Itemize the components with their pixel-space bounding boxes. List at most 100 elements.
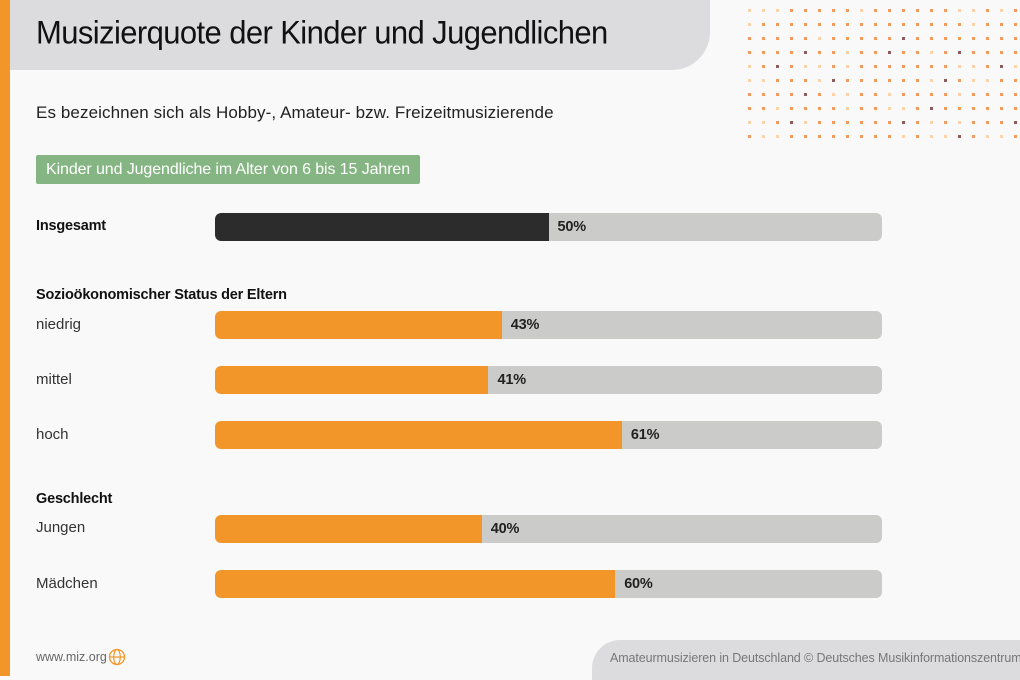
decorative-dot (888, 37, 891, 40)
bar-label-hoch: hoch (36, 426, 69, 443)
decorative-dot (972, 107, 975, 110)
decorative-dot (888, 107, 891, 110)
decorative-dot (832, 93, 835, 96)
decorative-dot (832, 51, 835, 54)
decorative-dot (776, 135, 779, 138)
decorative-dot (1014, 51, 1017, 54)
decorative-dot (972, 65, 975, 68)
decorative-dot (748, 51, 751, 54)
decorative-dot (972, 79, 975, 82)
decorative-dot (860, 121, 863, 124)
decorative-dot (846, 65, 849, 68)
decorative-dot (986, 9, 989, 12)
decorative-dot (874, 23, 877, 26)
decorative-dot (958, 93, 961, 96)
decorative-dot (944, 9, 947, 12)
decorative-dot (790, 9, 793, 12)
decorative-dot (1000, 107, 1003, 110)
decorative-dot (902, 135, 905, 138)
decorative-dot (958, 121, 961, 124)
decorative-dot (748, 9, 751, 12)
decorative-dot (902, 93, 905, 96)
decorative-dot (762, 23, 765, 26)
bar-label-mittel: mittel (36, 371, 72, 388)
decorative-dot (804, 23, 807, 26)
decorative-dot (944, 121, 947, 124)
decorative-dot (818, 51, 821, 54)
decorative-dot (776, 79, 779, 82)
decorative-dot (874, 51, 877, 54)
bar-track-insgesamt: 50% (215, 213, 882, 241)
decorative-dot (748, 65, 751, 68)
decorative-dot (748, 135, 751, 138)
decorative-dot (790, 107, 793, 110)
decorative-dot (986, 135, 989, 138)
decorative-dot (972, 93, 975, 96)
decorative-dot (958, 23, 961, 26)
section-heading-status: Sozioökonomischer Status der Eltern (36, 287, 287, 303)
decorative-dot (1014, 107, 1017, 110)
decorative-dot (818, 37, 821, 40)
decorative-dot (1000, 79, 1003, 82)
decorative-dot (846, 23, 849, 26)
decorative-dot (804, 79, 807, 82)
decorative-dot (874, 107, 877, 110)
decorative-dot (804, 9, 807, 12)
decorative-dot (874, 9, 877, 12)
bar-track-mittel: 41% (215, 366, 882, 394)
decorative-dot (860, 107, 863, 110)
decorative-dot (762, 37, 765, 40)
bar-track-jungen: 40% (215, 515, 882, 543)
decorative-dot (804, 135, 807, 138)
decorative-dot (776, 23, 779, 26)
decorative-dot (790, 93, 793, 96)
decorative-dot (888, 9, 891, 12)
decorative-dot (958, 65, 961, 68)
decorative-dot (874, 65, 877, 68)
decorative-dot (762, 121, 765, 124)
decorative-dot (916, 107, 919, 110)
title-banner (10, 0, 710, 70)
decorative-dot (958, 51, 961, 54)
decorative-dot (790, 65, 793, 68)
decorative-dot (916, 135, 919, 138)
decorative-dot (972, 135, 975, 138)
decorative-dot (818, 79, 821, 82)
bar-track-niedrig: 43% (215, 311, 882, 339)
decorative-dot (860, 93, 863, 96)
decorative-dot (930, 135, 933, 138)
bar-maedchen (215, 570, 616, 598)
decorative-dot (1014, 23, 1017, 26)
decorative-dot (888, 65, 891, 68)
decorative-dot (986, 121, 989, 124)
decorative-dot (1014, 9, 1017, 12)
decorative-dot (748, 79, 751, 82)
decorative-dot (916, 9, 919, 12)
decorative-dot (930, 93, 933, 96)
value-label-insgesamt: 50% (557, 219, 587, 235)
decorative-dot (1000, 51, 1003, 54)
decorative-dot (972, 23, 975, 26)
decorative-dot (776, 51, 779, 54)
footer-website-link[interactable]: www.miz.org (36, 650, 107, 664)
decorative-dot (1014, 135, 1017, 138)
decorative-dot (818, 23, 821, 26)
decorative-dot (1014, 121, 1017, 124)
decorative-dot-grid (748, 9, 1017, 138)
decorative-dot (790, 51, 793, 54)
decorative-dot (776, 9, 779, 12)
bar-jungen (215, 515, 482, 543)
decorative-dot (832, 121, 835, 124)
chart-subtitle: Es bezeichnen sich als Hobby-, Amateur- … (36, 103, 554, 122)
bar-hoch (215, 421, 622, 449)
decorative-dot (804, 121, 807, 124)
decorative-dot (916, 65, 919, 68)
decorative-dot (888, 93, 891, 96)
decorative-dot (846, 121, 849, 124)
decorative-dot (986, 23, 989, 26)
bar-insgesamt (215, 213, 549, 241)
decorative-dot (818, 135, 821, 138)
decorative-dot (790, 23, 793, 26)
decorative-dot (944, 107, 947, 110)
decorative-dot (944, 135, 947, 138)
